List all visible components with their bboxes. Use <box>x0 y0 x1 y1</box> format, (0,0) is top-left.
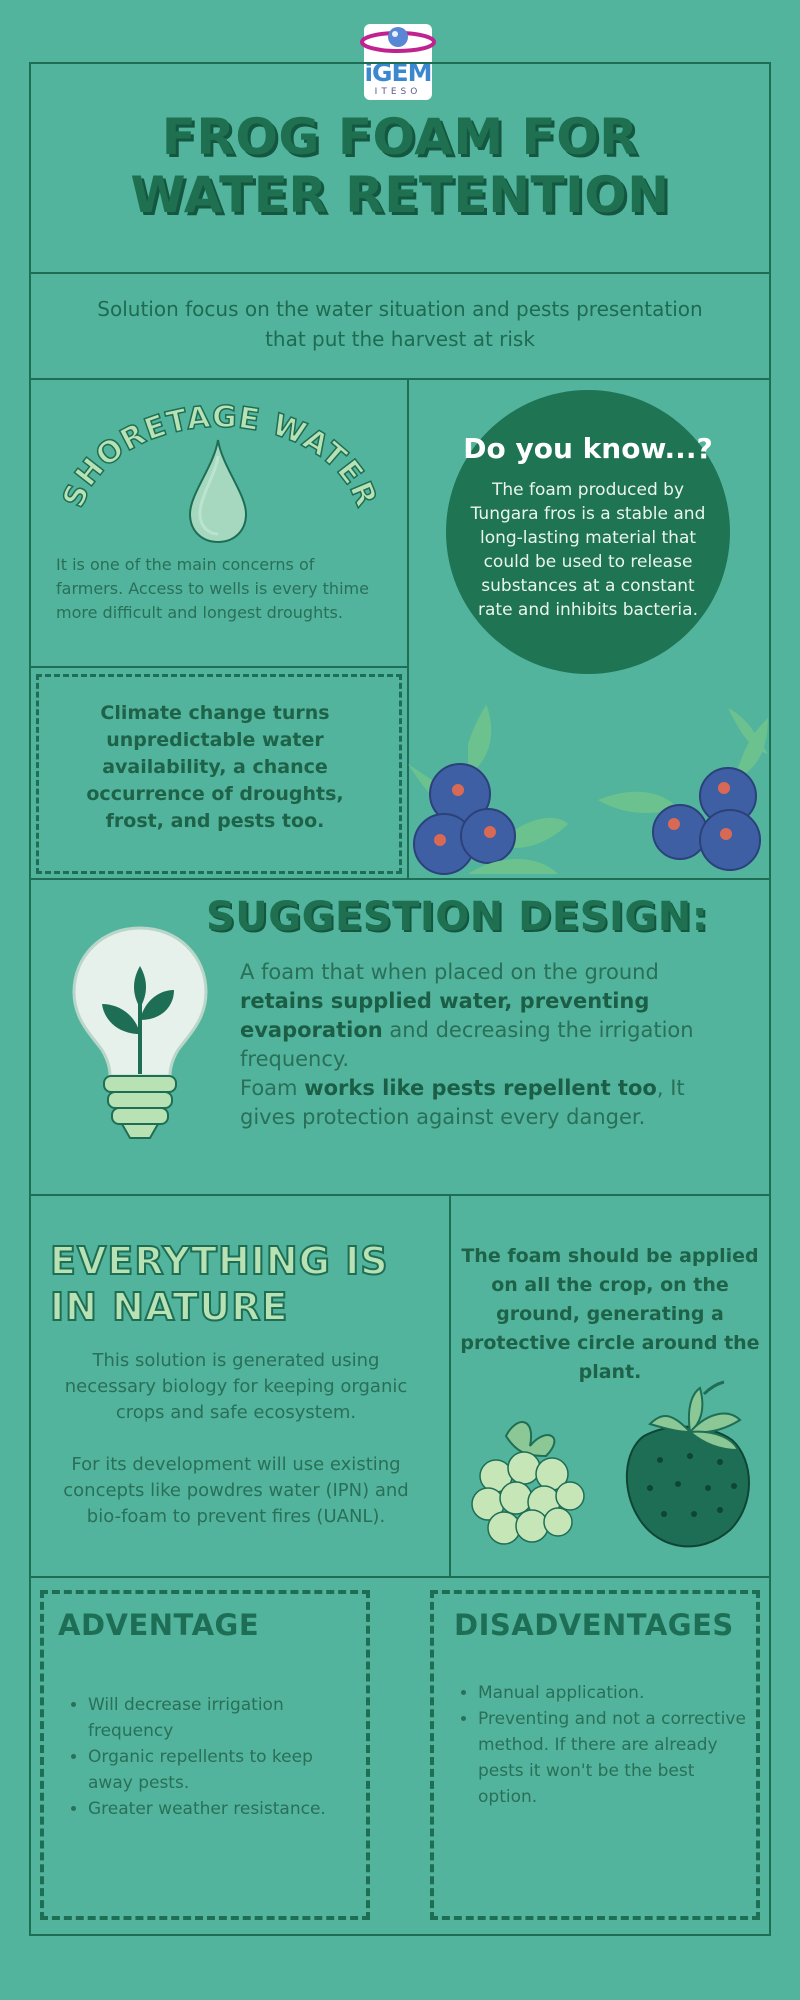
proscons-frame <box>29 1576 771 1936</box>
suggestion-p2-a: Foam <box>240 1076 305 1100</box>
climate-text: Climate change turns unpredictable water… <box>86 702 344 832</box>
page-subtitle: Solution focus on the water situation an… <box>97 297 703 351</box>
climate-dashed-box <box>36 674 402 874</box>
list-item: Organic repellents to keep away pests. <box>88 1744 358 1796</box>
suggestion-p2-b: works like pests repellent too <box>304 1076 657 1100</box>
nature-paragraph-1: This solution is generated using necessa… <box>64 1350 408 1423</box>
logo-subtext: ITESO <box>374 87 422 97</box>
disadvantage-dashed-box <box>430 1590 760 1920</box>
list-item: Greater weather resistance. <box>88 1796 358 1822</box>
lightbulb-icon <box>72 926 208 1139</box>
water-drop-icon <box>188 439 248 544</box>
raspberry-icon <box>471 1421 585 1545</box>
nature-title: EVERYTHING IS IN NATURE <box>49 1238 410 1330</box>
nature-title-line-1: EVERYTHING IS <box>49 1238 389 1284</box>
did-you-know-title: Do you know...? <box>463 432 713 465</box>
did-you-know-circle <box>446 390 730 674</box>
list-item: Manual application. <box>478 1680 758 1706</box>
suggestion-p1-a: A foam that when placed on the ground <box>240 960 659 984</box>
suggestion-p1-c: and decreasing the irrigation frequency. <box>240 1018 694 1071</box>
advantage-dashed-box <box>40 1590 370 1920</box>
strawberry-icon <box>625 1380 750 1548</box>
title-line-2: WATER RETENTION <box>130 166 670 224</box>
advantage-title: ADVENTAGE <box>58 1608 260 1642</box>
list-item: Preventing and not a corrective method. … <box>478 1706 758 1810</box>
list-item: Will decrease irrigation frequency <box>88 1692 358 1744</box>
suggestion-p1-b: retains supplied water, preventing evapo… <box>240 989 650 1042</box>
did-you-know-body: The foam produced by Tungara fros is a s… <box>470 480 706 620</box>
nature-paragraph-2: For its development will use existing co… <box>63 1454 409 1527</box>
title-line-1: FROG FOAM FOR <box>161 108 639 166</box>
page-title: FROG FOAM FOR WATER RETENTION <box>30 108 770 224</box>
suggestion-body: A foam that when placed on the ground re… <box>240 958 740 1132</box>
nature-title-line-2: IN NATURE <box>49 1284 289 1330</box>
disadvantage-title: DISADVENTAGES <box>454 1608 734 1642</box>
blueberries-left-icon <box>408 704 568 875</box>
suggestion-title: SUGGESTION DESIGN: <box>206 894 709 940</box>
shortage-description: It is one of the main concerns of farmer… <box>56 555 369 622</box>
advantage-list: Will decrease irrigation frequency Organ… <box>66 1692 358 1822</box>
suggestion-p2-c: , It gives protection against every dang… <box>240 1076 685 1129</box>
blueberries-right-icon <box>598 708 768 871</box>
application-text: The foam should be applied on all the cr… <box>460 1245 760 1383</box>
disadvantage-list: Manual application. Preventing and not a… <box>456 1680 758 1810</box>
